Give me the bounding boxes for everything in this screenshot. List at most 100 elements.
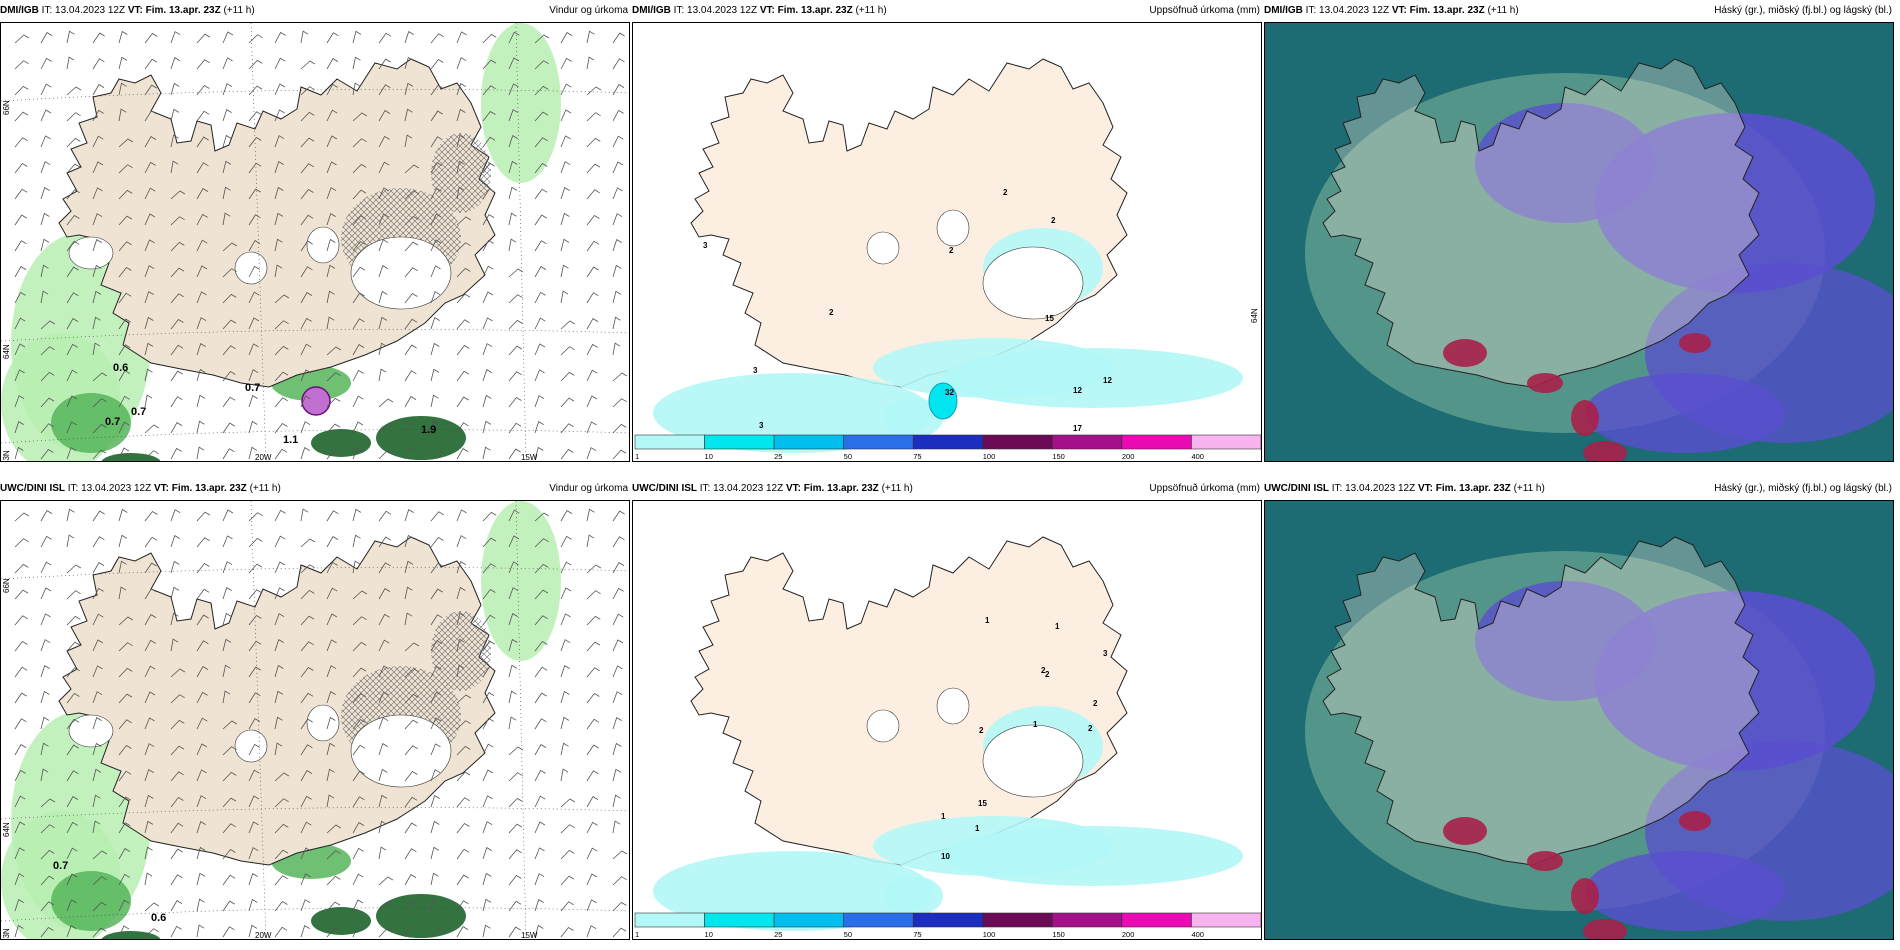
- cloud-area: [1595, 113, 1875, 293]
- wind-barb: [14, 589, 29, 600]
- glacier: [68, 236, 114, 270]
- wind-barb: [378, 187, 390, 200]
- wind-barb: [300, 188, 314, 200]
- wind-barb: [326, 346, 342, 356]
- wind-barb: [378, 768, 388, 782]
- wind-barb: [248, 162, 262, 174]
- wind-barb: [300, 641, 314, 652]
- wind-barb: [378, 316, 388, 330]
- wind-barb: [40, 32, 53, 44]
- accum-value-label: 17: [1073, 424, 1082, 433]
- wind-barb: [508, 422, 522, 434]
- wind-barb: [274, 238, 283, 252]
- wind-barb: [586, 163, 601, 174]
- wind-barb: [66, 667, 80, 678]
- wind-barb: [404, 241, 419, 252]
- wind-barb: [534, 446, 544, 460]
- wind-barb: [66, 821, 78, 834]
- wind-barb: [586, 667, 600, 678]
- wind-barb: [430, 536, 444, 548]
- wind-barb: [352, 770, 365, 782]
- wind-barb: [482, 110, 496, 122]
- wind-barb: [430, 614, 443, 626]
- wind-barb: [170, 586, 180, 600]
- wind-barb: [40, 716, 50, 730]
- wind-barb: [534, 615, 548, 626]
- wind-barb: [482, 898, 492, 912]
- wind-barb: [196, 898, 205, 912]
- wind-barb: [170, 534, 180, 548]
- wind-barb: [456, 293, 471, 304]
- map-wind-precip: 66N 64N 63N 20W 15W 0.6 0.7 0.7 0.7 1.1 1.9: [0, 22, 630, 462]
- wind-barb: [248, 743, 260, 756]
- accum-value-label: 1: [975, 824, 980, 833]
- wind-barb: [40, 768, 49, 782]
- wind-barb: [352, 318, 365, 330]
- panel-title: Háský (gr.), miðský (fj.bl.) og lágský (…: [1714, 483, 1892, 494]
- wind-barb: [560, 264, 569, 278]
- wind-barb: [508, 587, 519, 600]
- wind-barb: [144, 794, 154, 808]
- wind-barb: [378, 876, 394, 886]
- wind-barb: [456, 771, 471, 782]
- wind-barb: [300, 395, 311, 408]
- init-time: 13.04.2023 12Z: [55, 5, 126, 16]
- wind-barb: [222, 664, 231, 678]
- latitude-line: [1, 329, 629, 342]
- wind-barb: [326, 32, 339, 44]
- wind-barb: [612, 58, 625, 70]
- wind-barb: [612, 290, 622, 304]
- wind-barb: [560, 690, 570, 704]
- wind-barb: [248, 718, 261, 730]
- wind-barb: [118, 447, 130, 460]
- precip-value-label: 0.7: [131, 406, 146, 418]
- wind-barb: [14, 847, 25, 860]
- wind-barb: [508, 371, 522, 382]
- wind-barb: [612, 639, 624, 652]
- accum-value-label: 12: [1073, 386, 1082, 395]
- wind-barb: [508, 396, 522, 408]
- wind-barb: [326, 901, 341, 912]
- wind-barb: [40, 346, 55, 356]
- wind-barb: [560, 798, 576, 808]
- wind-barb: [248, 512, 263, 522]
- wind-barb: [66, 56, 75, 70]
- wind-barb: [430, 794, 440, 808]
- wind-barb: [456, 745, 471, 756]
- wind-barb: [300, 86, 315, 96]
- colorbar-tick-label: 200: [1122, 930, 1135, 939]
- wind-barb: [586, 369, 598, 382]
- wind-barb: [378, 398, 394, 408]
- latitude-line: [1, 567, 629, 580]
- lead-time: (+11 h): [1487, 5, 1519, 16]
- wind-barb: [326, 135, 338, 148]
- wind-barb: [534, 769, 546, 782]
- colorbar-tick-label: 50: [844, 930, 852, 939]
- wind-barb: [118, 241, 132, 252]
- wind-barb: [40, 161, 51, 174]
- panel-cloud-dmi: DMI/IGB IT: 13.04.2023 12Z VT: Fim. 13.a…: [1264, 0, 1894, 462]
- wind-barb: [14, 291, 26, 304]
- wind-barb: [66, 421, 77, 434]
- colorbar-tick-label: 100: [983, 930, 996, 939]
- wind-barb: [66, 447, 77, 460]
- accum-value-label: 15: [1045, 314, 1054, 323]
- model-source: UWC/DINI ISL: [0, 483, 65, 494]
- wind-barb: [560, 510, 573, 522]
- accum-area: [943, 348, 1243, 408]
- wind-barb: [534, 369, 545, 382]
- wind-barb: [404, 848, 417, 860]
- wind-barb: [430, 368, 440, 382]
- wind-barb: [508, 448, 521, 460]
- wind-barb: [612, 716, 622, 730]
- wind-barb: [40, 397, 55, 408]
- wind-barb: [222, 874, 236, 886]
- wind-barb: [482, 162, 495, 174]
- wind-barb: [456, 822, 470, 834]
- wind-barb: [378, 368, 387, 382]
- wind-barb: [352, 534, 361, 548]
- wind-barb: [404, 560, 414, 574]
- precip-area: [376, 416, 466, 460]
- wind-barb: [612, 794, 621, 808]
- init-label: IT:: [1331, 483, 1343, 494]
